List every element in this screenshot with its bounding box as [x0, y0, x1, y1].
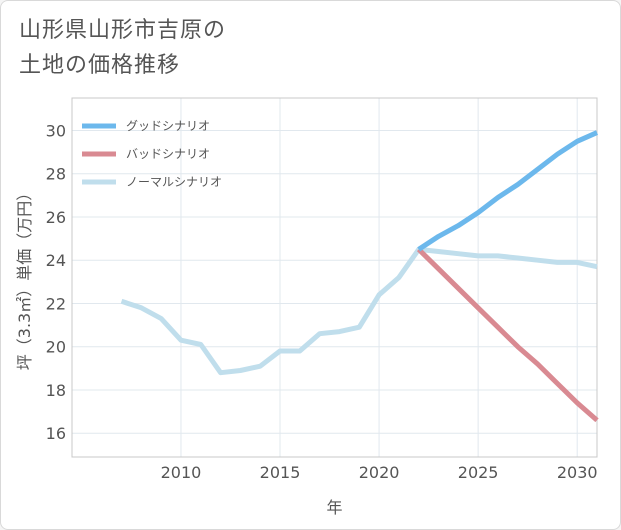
y-tick-label: 22 [46, 294, 66, 313]
y-tick-label: 26 [46, 208, 66, 227]
y-tick-label: 20 [46, 338, 66, 357]
x-tick-label: 2015 [260, 463, 301, 482]
legend-label: グッドシナリオ [126, 119, 210, 133]
legend-label: バッドシナリオ [126, 147, 210, 161]
x-tick-label: 2010 [161, 463, 202, 482]
plot-area [71, 97, 598, 458]
chart-title: 山形県山形市吉原の 土地の価格推移 [19, 13, 379, 83]
chart-title-line-2: 土地の価格推移 [19, 53, 181, 78]
x-axis-label: 年 [326, 498, 342, 517]
y-tick-label: 28 [46, 165, 66, 184]
y-axis-label: 坪（3.3㎡）単価（万円） [15, 185, 34, 370]
x-tick-label: 2025 [458, 463, 499, 482]
y-tick-label: 24 [46, 251, 66, 270]
series-lines [120, 130, 599, 423]
x-tick-label: 2030 [557, 463, 598, 482]
y-tick-label: 18 [46, 381, 66, 400]
y-tick-label: 30 [46, 121, 66, 140]
series-line [417, 130, 599, 252]
legend-label: ノーマルシナリオ [126, 175, 222, 189]
y-axis-ticks: 16 18 20 22 24 26 28 30 [46, 121, 66, 443]
series-line [120, 246, 598, 376]
x-axis-ticks: 2010 2015 2020 2025 2030 [161, 463, 598, 482]
grid-lines [72, 98, 597, 457]
series-line [416, 247, 599, 423]
chart-title-line-1: 山形県山形市吉原の [19, 18, 227, 43]
x-tick-label: 2020 [359, 463, 400, 482]
y-tick-label: 16 [46, 424, 66, 443]
